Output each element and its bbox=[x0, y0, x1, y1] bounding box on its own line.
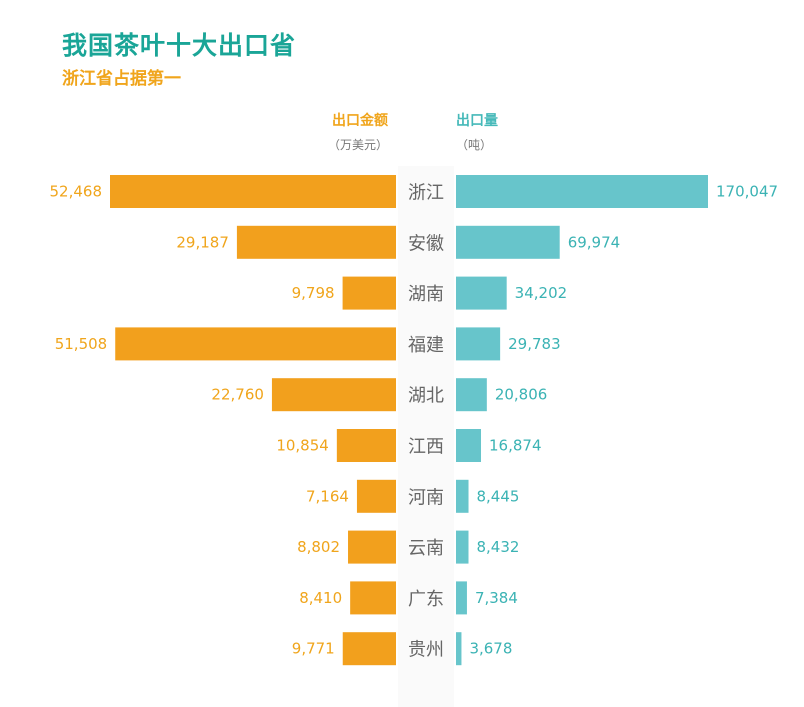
bar-export-value-9 bbox=[342, 632, 396, 666]
category-label-2: 湖南 bbox=[408, 284, 444, 305]
bar-export-value-7 bbox=[348, 530, 396, 564]
data-label-export-volume-6: 8,445 bbox=[477, 487, 520, 505]
data-label-export-value-4: 22,760 bbox=[211, 386, 264, 404]
bar-export-volume-4 bbox=[456, 378, 487, 412]
data-label-export-volume-0: 170,047 bbox=[716, 183, 778, 201]
category-label-5: 江西 bbox=[408, 437, 444, 458]
bar-export-value-2 bbox=[342, 276, 396, 310]
category-label-6: 河南 bbox=[408, 487, 444, 508]
bar-export-volume-7 bbox=[456, 530, 469, 564]
data-label-export-volume-5: 16,874 bbox=[489, 437, 542, 455]
bar-export-volume-9 bbox=[456, 632, 462, 666]
bar-export-value-4 bbox=[271, 378, 396, 412]
data-label-export-volume-4: 20,806 bbox=[495, 386, 548, 404]
bar-export-value-8 bbox=[350, 581, 396, 615]
bar-export-value-1 bbox=[236, 225, 396, 259]
category-label-8: 广东 bbox=[408, 589, 444, 610]
left-series-unit: （万美元） bbox=[327, 138, 388, 152]
bar-export-volume-0 bbox=[456, 175, 708, 208]
category-column-band bbox=[398, 166, 454, 707]
bar-export-value-5 bbox=[336, 429, 396, 462]
data-label-export-value-6: 7,164 bbox=[306, 487, 349, 505]
bar-export-volume-1 bbox=[456, 225, 560, 259]
chart-title: 我国茶叶十大出口省 bbox=[62, 31, 297, 60]
bar-export-volume-5 bbox=[456, 429, 482, 462]
right-series-unit: （吨） bbox=[456, 138, 493, 152]
bar-export-volume-8 bbox=[456, 581, 467, 615]
category-label-7: 云南 bbox=[408, 538, 444, 559]
right-series-header: 出口量 bbox=[456, 113, 498, 129]
data-label-export-volume-7: 8,432 bbox=[476, 538, 519, 556]
data-label-export-volume-8: 7,384 bbox=[475, 589, 518, 607]
bar-export-value-0 bbox=[110, 175, 396, 208]
left-series-header: 出口金额 bbox=[332, 113, 388, 129]
data-label-export-volume-9: 3,678 bbox=[469, 640, 512, 658]
data-label-export-value-7: 8,802 bbox=[297, 538, 340, 556]
category-label-1: 安徽 bbox=[408, 233, 444, 254]
data-label-export-value-3: 51,508 bbox=[55, 335, 108, 353]
bar-export-volume-6 bbox=[456, 479, 469, 513]
category-label-3: 福建 bbox=[408, 335, 444, 356]
data-label-export-volume-3: 29,783 bbox=[508, 335, 561, 353]
data-label-export-volume-1: 69,974 bbox=[568, 233, 621, 251]
category-label-4: 湖北 bbox=[408, 386, 444, 407]
data-label-export-value-9: 9,771 bbox=[292, 640, 335, 658]
data-label-export-value-1: 29,187 bbox=[176, 233, 229, 251]
category-label-9: 贵州 bbox=[408, 640, 444, 661]
data-label-export-value-2: 9,798 bbox=[292, 284, 335, 302]
data-label-export-value-0: 52,468 bbox=[50, 183, 103, 201]
category-label-0: 浙江 bbox=[408, 183, 444, 204]
bar-export-volume-3 bbox=[456, 327, 501, 361]
bar-export-volume-2 bbox=[456, 276, 507, 310]
data-label-export-volume-2: 34,202 bbox=[515, 284, 568, 302]
data-label-export-value-5: 10,854 bbox=[276, 437, 329, 455]
chart-subtitle: 浙江省占据第一 bbox=[62, 69, 181, 89]
bar-export-value-6 bbox=[356, 479, 396, 513]
bar-export-value-3 bbox=[115, 327, 396, 361]
data-label-export-value-8: 8,410 bbox=[299, 589, 342, 607]
